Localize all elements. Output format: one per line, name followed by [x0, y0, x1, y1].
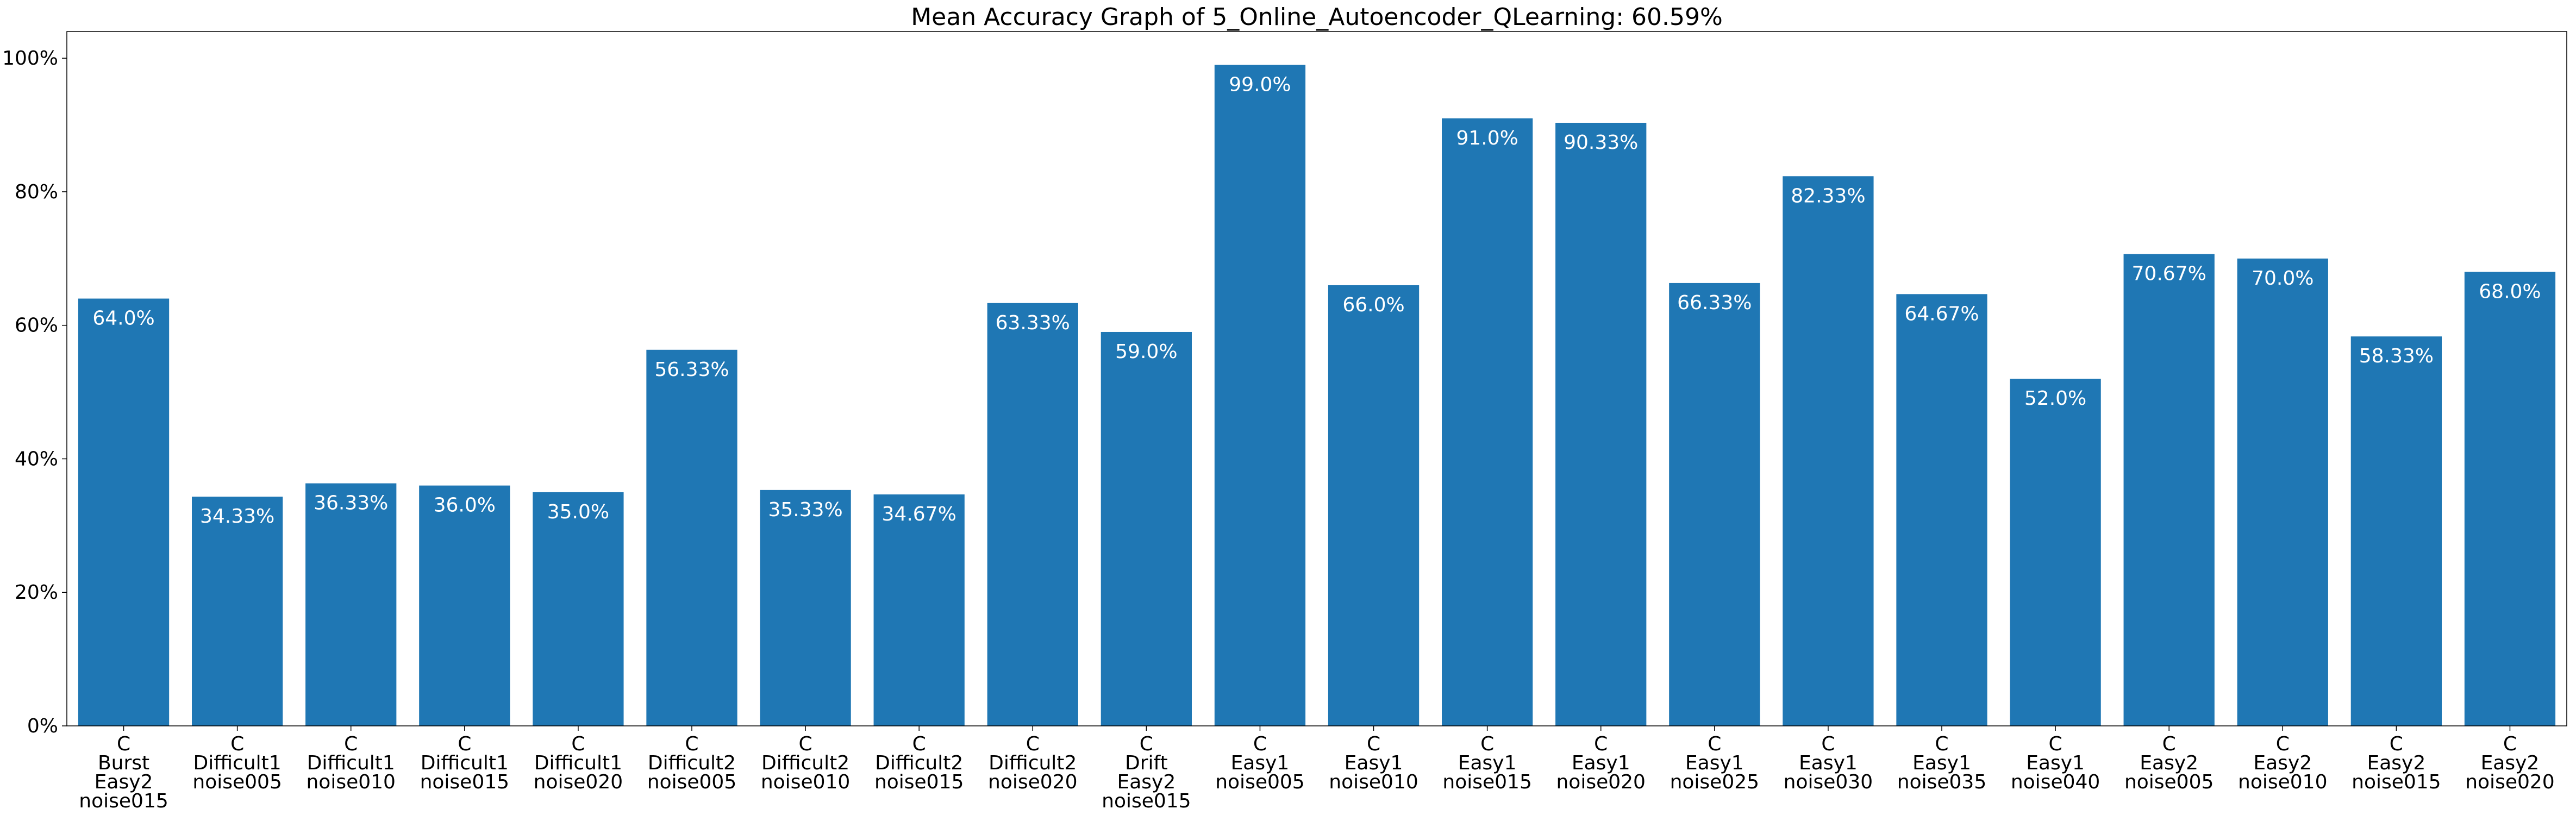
bar-5: [646, 349, 737, 726]
y-tick-label: 20%: [15, 581, 58, 604]
x-tick-label: C Difficult2 noise010: [761, 733, 850, 793]
bar-value-label: 56.33%: [654, 359, 729, 381]
bar-4: [533, 492, 624, 726]
y-tick-label: 60%: [15, 315, 58, 337]
bar-value-label: 82.33%: [1791, 185, 1865, 207]
bar-9: [1101, 331, 1192, 726]
bar-7: [873, 494, 965, 726]
x-tick-label: C Easy2 noise020: [2465, 733, 2554, 793]
bar-17: [2010, 379, 2101, 726]
x-tick-label: C Easy1 noise040: [2011, 733, 2100, 793]
x-tick-label: C Easy1 noise035: [1897, 733, 1986, 793]
bar-value-label: 34.67%: [882, 503, 956, 525]
bar-18: [2123, 254, 2215, 726]
x-tick-label: C Drift Easy2 noise015: [1102, 733, 1191, 812]
bar-1: [192, 497, 283, 726]
bar-3: [419, 485, 510, 726]
bar-value-label: 63.33%: [996, 312, 1070, 334]
x-tick-label: C Difficult2 noise020: [988, 733, 1077, 793]
x-tick-label: C Easy2 noise010: [2238, 733, 2327, 793]
x-axis-tick-labels: C Burst Easy2 noise015 C Difficult1 noise005 C D…: [79, 726, 2555, 812]
bar-value-label: 70.0%: [2252, 267, 2314, 290]
x-tick-label: C Burst Easy2 noise015: [79, 733, 168, 812]
x-tick-label: C Easy2 noise005: [2124, 733, 2214, 793]
x-tick-label: C Difficult1 noise005: [192, 733, 282, 793]
bars-group: 64.0% 34.33% 36.33% 36.0% 35.0% 56.33% 35.33% 3…: [78, 65, 2556, 726]
x-tick-label: C Easy1 noise030: [1784, 733, 1873, 793]
y-axis-tick-labels: 0% 20% 40% 60% 80% 100%: [2, 47, 67, 737]
bar-10: [1214, 65, 1306, 726]
bar-16: [1896, 294, 1987, 726]
bar-8: [987, 303, 1078, 726]
x-tick-label: C Difficult2 noise005: [647, 733, 736, 793]
y-tick-label: 0%: [27, 715, 58, 737]
bar-value-label: 66.0%: [1342, 294, 1404, 316]
plot-frame: [66, 31, 2567, 726]
bar-14: [1669, 283, 1760, 726]
bar-2: [305, 483, 397, 726]
bar-21: [2464, 272, 2556, 726]
bar-value-label: 35.0%: [547, 501, 609, 523]
x-tick-label: C Difficult1 noise010: [306, 733, 395, 793]
bar-value-label: 64.0%: [92, 308, 154, 330]
bar-value-label: 36.33%: [314, 492, 388, 515]
bar-19: [2237, 258, 2328, 726]
bar-13: [1555, 122, 1647, 726]
bar-15: [1783, 176, 1874, 726]
bar-value-label: 90.33%: [1564, 131, 1638, 154]
x-tick-label: C Easy1 noise020: [1556, 733, 1645, 793]
bar-value-label: 58.33%: [2359, 345, 2434, 367]
bar-value-label: 99.0%: [1229, 73, 1291, 96]
bar-value-label: 52.0%: [2024, 387, 2086, 410]
x-tick-label: C Difficult1 noise015: [420, 733, 509, 793]
x-tick-label: C Difficult2 noise015: [874, 733, 964, 793]
bar-20: [2350, 336, 2442, 726]
x-tick-label: C Difficult1 noise020: [534, 733, 623, 793]
bar-value-label: 64.67%: [1904, 303, 1979, 325]
x-tick-label: C Easy2 noise015: [2352, 733, 2441, 793]
x-tick-label: C Easy1 noise015: [1442, 733, 1531, 793]
bar-value-label: 34.33%: [200, 505, 274, 528]
bar-value-label: 68.0%: [2479, 280, 2541, 303]
bar-0: [78, 298, 170, 726]
x-tick-label: C Easy1 noise025: [1670, 733, 1759, 793]
bar-value-label: 36.0%: [434, 494, 496, 517]
bar-value-label: 91.0%: [1456, 127, 1518, 149]
bar-value-label: 35.33%: [768, 499, 842, 521]
x-tick-label: C Easy1 noise005: [1215, 733, 1304, 793]
y-tick-label: 100%: [2, 47, 58, 70]
bar-value-label: 66.33%: [1677, 292, 1752, 314]
bar-11: [1328, 285, 1420, 726]
bar-value-label: 70.67%: [2132, 263, 2206, 285]
y-tick-label: 40%: [15, 448, 58, 470]
chart-title: Mean Accuracy Graph of 5_Online_Autoenco…: [911, 3, 1723, 31]
y-tick-label: 80%: [15, 181, 58, 203]
bar-value-label: 59.0%: [1115, 341, 1177, 363]
x-tick-label: C Easy1 noise010: [1329, 733, 1418, 793]
bar-6: [760, 490, 851, 726]
bar-12: [1442, 118, 1533, 726]
